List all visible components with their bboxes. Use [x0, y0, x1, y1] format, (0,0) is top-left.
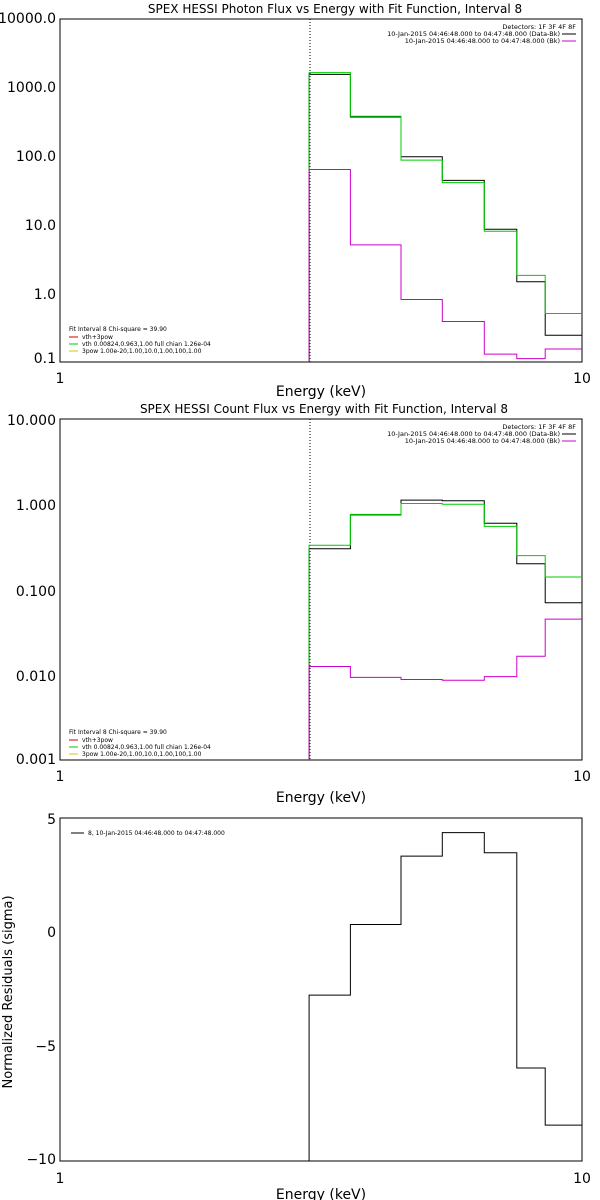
- series-line-vth-3pow: [308, 72, 582, 362]
- series-line-vth-3pow: [308, 503, 582, 760]
- y-tick-label: −10: [26, 1152, 56, 1168]
- legend-entry-label: 8, 10-Jan-2015 04:46:48.000 to 04:47:48.…: [88, 830, 225, 837]
- series-line-8-10-jan-2015-04-46-48-000-to-04-47-48-000: [308, 832, 582, 1161]
- legend-entry-label: vth+3pow: [82, 737, 113, 744]
- legend-entry-label: 3pow 1.00e-20,1.00,10.0,1.00,100,1.00: [82, 348, 202, 355]
- fit-header: Fit Interval 8 Chi-square = 39.90: [69, 326, 167, 333]
- y-axis: 5 0 −5 −10 Normalized Residuals (sigma): [1, 812, 56, 1168]
- series-group: [308, 832, 582, 1161]
- detectors-label: Detectors: 1F 3F 4F 8F: [502, 423, 576, 431]
- x-axis-label: Energy (keV): [276, 1187, 366, 1200]
- y-axis: 0.1 1.0 10.0 100.0 1000.0 10000.0: [0, 11, 56, 367]
- y-tick-label: −5: [35, 1039, 56, 1055]
- x-axis-label: Energy (keV): [276, 384, 366, 400]
- legend-entry-label: 10-Jan-2015 04:46:48.000 to 04:47:48.000…: [387, 30, 560, 38]
- y-tick-label: 5: [47, 812, 56, 828]
- residual-legend: 8, 10-Jan-2015 04:46:48.000 to 04:47:48.…: [71, 830, 225, 837]
- series-line-bk: [308, 618, 582, 760]
- y-tick-label: 10.0: [25, 218, 56, 234]
- series-group: [308, 499, 582, 760]
- fit-legend: Fit Interval 8 Chi-square = 39.90 vth+3p…: [69, 729, 211, 758]
- x-axis: 1 10 Energy (keV): [56, 769, 591, 806]
- chart-title: SPEX HESSI Photon Flux vs Energy with Fi…: [148, 2, 522, 16]
- y-axis-label: Normalized Residuals (sigma): [1, 895, 16, 1088]
- legend-entry-label: 3pow 1.00e-20,1.00,10.0,1.00,100,1.00: [82, 751, 202, 758]
- x-tick-label: 1: [56, 769, 65, 785]
- legend-entry-label: 10-Jan-2015 04:46:48.000 to 04:47:48.000…: [387, 430, 560, 438]
- detectors-label: Detectors: 1F 3F 4F 8F: [502, 23, 576, 31]
- x-tick-label: 1: [56, 371, 65, 387]
- y-tick-label: 100.0: [16, 149, 56, 165]
- y-tick-label: 0.001: [16, 752, 56, 768]
- panel-residuals: 5 0 −5 −10 Normalized Residuals (sigma) …: [1, 812, 591, 1200]
- panel-count-flux: SPEX HESSI Count Flux vs Energy with Fit…: [7, 402, 591, 806]
- y-axis: 0.001 0.010 0.100 1.000 10.000: [7, 413, 56, 768]
- y-tick-label: 10.000: [7, 413, 56, 429]
- panel-photon-flux: SPEX HESSI Photon Flux vs Energy with Fi…: [0, 2, 591, 400]
- plot-frame: [59, 418, 583, 761]
- fit-legend: Fit Interval 8 Chi-square = 39.90 vth+3p…: [69, 326, 211, 355]
- legend-entry-label: vth+3pow: [82, 334, 113, 341]
- data-legend: Detectors: 1F 3F 4F 8F 10-Jan-2015 04:46…: [387, 23, 576, 45]
- plot-frame: [59, 18, 583, 363]
- data-legend: Detectors: 1F 3F 4F 8F 10-Jan-2015 04:46…: [387, 423, 576, 445]
- x-axis: 1 10 Energy (keV): [56, 1171, 591, 1200]
- x-tick-label: 10: [573, 1171, 591, 1187]
- y-tick-label: 0: [47, 925, 56, 941]
- x-axis: 1 10 Energy (keV): [56, 371, 591, 400]
- series-line-bk: [308, 169, 582, 362]
- plot-frame: [59, 817, 583, 1162]
- x-tick-label: 10: [573, 769, 591, 785]
- y-tick-label: 1000.0: [7, 80, 56, 96]
- legend-entry-label: vth 0.00824,0.963,1.00 full chian 1.26e-…: [82, 341, 211, 348]
- y-tick-label: 1.000: [16, 498, 56, 514]
- y-tick-label: 0.100: [16, 584, 56, 600]
- y-tick-label: 0.1: [34, 351, 56, 367]
- x-tick-label: 10: [573, 371, 591, 387]
- y-tick-label: 0.010: [16, 669, 56, 685]
- y-tick-label: 10000.0: [0, 11, 56, 27]
- x-tick-label: 1: [56, 1171, 65, 1187]
- legend-entry-label: 10-Jan-2015 04:46:48.000 to 04:47:48.000…: [405, 37, 560, 45]
- chart-title: SPEX HESSI Count Flux vs Energy with Fit…: [140, 402, 508, 416]
- series-group: [308, 72, 582, 362]
- x-axis-label: Energy (keV): [276, 790, 366, 806]
- legend-entry-label: vth 0.00824,0.963,1.00 full chian 1.26e-…: [82, 744, 211, 751]
- fit-header: Fit Interval 8 Chi-square = 39.90: [69, 729, 167, 736]
- y-tick-label: 1.0: [34, 287, 56, 303]
- legend-entry-label: 10-Jan-2015 04:46:48.000 to 04:47:48.000…: [405, 437, 560, 445]
